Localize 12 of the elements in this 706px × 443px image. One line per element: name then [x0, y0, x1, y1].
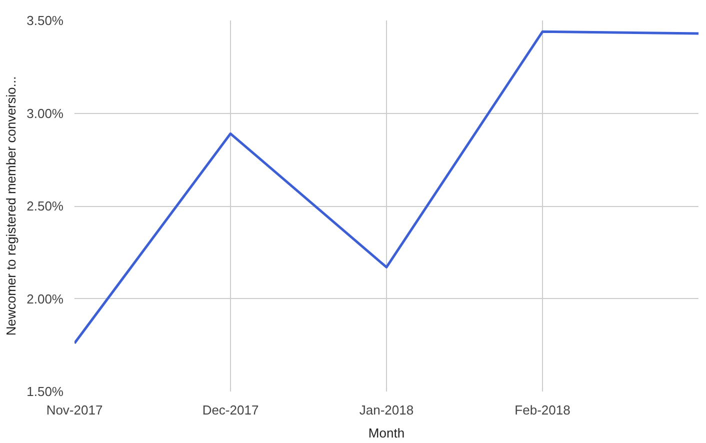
line-series	[74, 30, 698, 345]
y-tick-label: 3.50%	[26, 13, 64, 28]
x-axis-title: Month	[368, 426, 405, 440]
y-tick-label: 3.00%	[26, 106, 64, 121]
y-axis-title: Newcomer to registered member conversio...	[4, 76, 19, 336]
x-tick-label: Dec-2017	[202, 402, 259, 418]
x-tick-label: Jan-2018	[359, 402, 414, 418]
x-tick-label: Nov-2017	[46, 402, 103, 418]
x-tick-label: Feb-2018	[514, 402, 570, 418]
y-tick-label: 1.50%	[26, 384, 64, 399]
y-tick-label: 2.00%	[26, 291, 64, 306]
y-tick-label: 2.50%	[26, 198, 64, 214]
